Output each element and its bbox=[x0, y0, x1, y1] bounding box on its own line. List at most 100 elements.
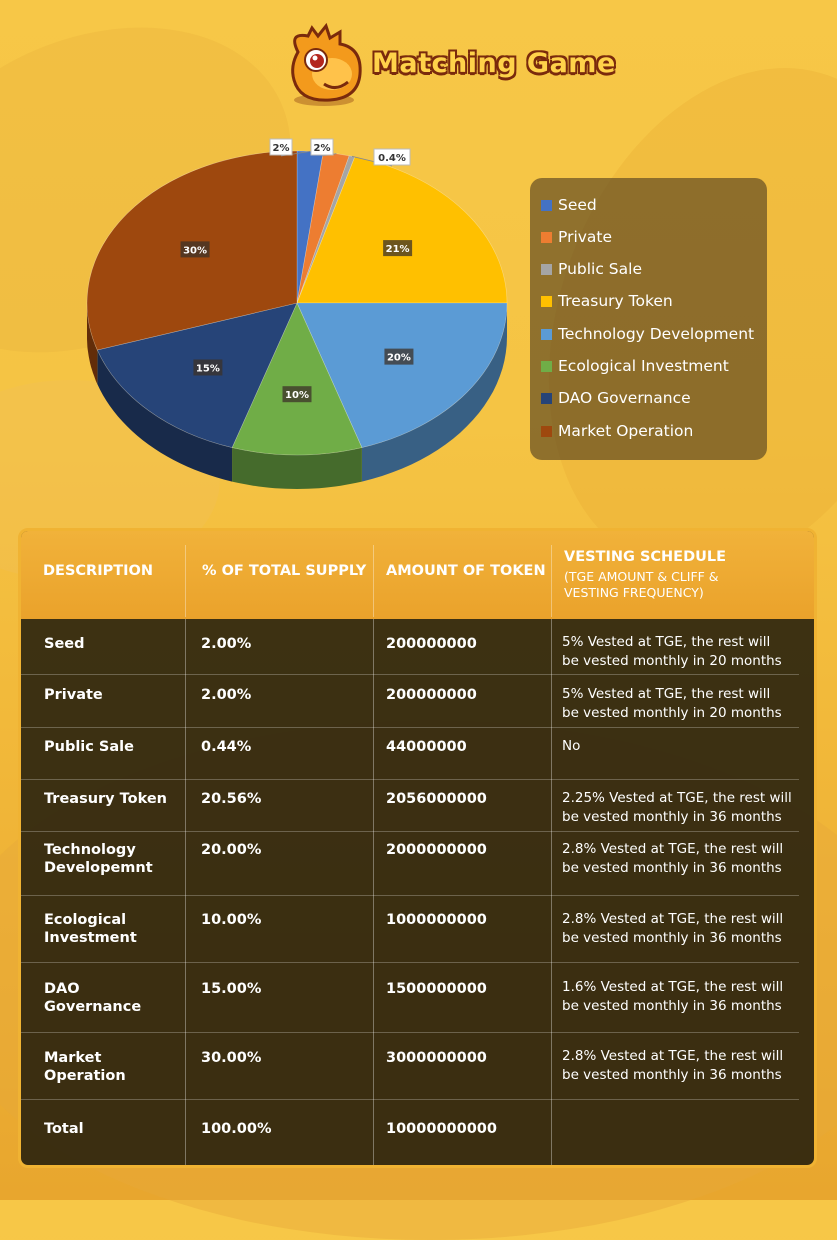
legend-item-dao-governance: DAO Governance bbox=[541, 386, 691, 410]
legend-label: Private bbox=[558, 228, 613, 246]
pie-slice-side bbox=[232, 447, 362, 489]
legend-label: Public Sale bbox=[558, 260, 642, 278]
chart-legend: Seed Private Public Sale Treasury Token … bbox=[530, 178, 767, 460]
cell-description: Public Sale bbox=[44, 739, 134, 755]
pie-slice-ecological-investment bbox=[231, 302, 363, 456]
data-label-box bbox=[384, 348, 414, 365]
row-divider bbox=[21, 727, 799, 728]
column-divider bbox=[185, 545, 186, 617]
cell-percent: 0.44% bbox=[201, 739, 252, 755]
cell-description: Seed bbox=[44, 636, 85, 652]
table-header: DESCRIPTION % OF TOTAL SUPPLY AMOUNT OF … bbox=[21, 531, 814, 619]
cell-percent: 20.56% bbox=[201, 791, 262, 807]
legend-item-seed: Seed bbox=[541, 193, 597, 217]
row-divider bbox=[21, 779, 799, 780]
legend-label: DAO Governance bbox=[558, 389, 691, 407]
cell-percent: 2.00% bbox=[201, 636, 252, 652]
row-divider bbox=[21, 674, 799, 675]
cell-amount: 1500000000 bbox=[386, 981, 487, 997]
cell-vesting: 2.8% Vested at TGE, the rest will be vest… bbox=[562, 841, 784, 876]
cell-amount: 1000000000 bbox=[386, 912, 487, 928]
row-divider bbox=[21, 1099, 799, 1100]
legend-swatch bbox=[541, 231, 552, 243]
brand-name: Matching Game bbox=[372, 48, 616, 79]
cell-percent: 10.00% bbox=[201, 912, 262, 928]
cell-percent: 30.00% bbox=[201, 1050, 262, 1066]
cell-description: Private bbox=[44, 687, 103, 703]
cell-amount: 44000000 bbox=[386, 739, 467, 755]
data-label-text: 15% bbox=[196, 363, 220, 374]
data-label-text: 10% bbox=[285, 390, 309, 401]
legend-item-treasury-token: Treasury Token bbox=[541, 289, 673, 313]
column-header-vesting: VESTING SCHEDULE bbox=[564, 549, 727, 565]
cell-description: Total bbox=[44, 1121, 84, 1137]
cell-vesting: 2.25% Vested at TGE, the rest will be ves… bbox=[562, 790, 792, 825]
column-divider bbox=[185, 619, 186, 1165]
cell-description: Ecological Investment bbox=[44, 912, 137, 946]
data-label-box bbox=[269, 138, 293, 156]
data-label-box bbox=[310, 138, 334, 156]
legend-label: Treasury Token bbox=[558, 292, 673, 310]
row-divider bbox=[21, 962, 799, 963]
token-vesting-table: DESCRIPTION % OF TOTAL SUPPLY AMOUNT OF … bbox=[18, 528, 817, 1168]
data-label-box bbox=[282, 386, 312, 403]
data-label-box bbox=[383, 240, 413, 257]
data-label: 15% bbox=[193, 359, 223, 376]
legend-label: Seed bbox=[558, 196, 597, 214]
data-label: 30% bbox=[180, 241, 210, 258]
column-header-description: DESCRIPTION bbox=[43, 563, 153, 579]
cell-amount: 2056000000 bbox=[386, 791, 487, 807]
legend-swatch bbox=[541, 425, 552, 437]
data-label: 21% bbox=[383, 240, 413, 257]
cell-amount: 200000000 bbox=[386, 687, 477, 703]
pie-slice-side bbox=[97, 350, 233, 482]
legend-swatch bbox=[541, 392, 552, 404]
cell-vesting: 1.6% Vested at TGE, the rest will be vest… bbox=[562, 979, 784, 1014]
data-label: 0.4% bbox=[373, 148, 411, 166]
data-label-text: 0.4% bbox=[378, 153, 406, 164]
data-label-box bbox=[373, 148, 411, 166]
data-label-box bbox=[180, 241, 210, 258]
cell-vesting: 2.8% Vested at TGE, the rest will be vest… bbox=[562, 911, 784, 946]
cell-amount: 3000000000 bbox=[386, 1050, 487, 1066]
row-divider bbox=[21, 831, 799, 832]
column-divider bbox=[551, 545, 552, 617]
column-header-vesting-sub: VESTING FREQUENCY) bbox=[564, 585, 704, 600]
legend-swatch bbox=[541, 199, 552, 211]
pie-slice-technology-development bbox=[296, 302, 508, 448]
column-divider bbox=[373, 619, 374, 1165]
legend-swatch bbox=[541, 328, 552, 340]
cell-description: DAO Governance bbox=[44, 981, 142, 1015]
dino-mascot-icon bbox=[291, 22, 362, 106]
cell-description: Market Operation bbox=[44, 1050, 126, 1084]
data-label: 10% bbox=[282, 386, 312, 403]
data-label: 20% bbox=[384, 348, 414, 365]
cell-amount: 10000000000 bbox=[386, 1121, 497, 1137]
data-label-text: 30% bbox=[183, 245, 207, 256]
cell-vesting: 5% Vested at TGE, the rest will be vested… bbox=[562, 686, 782, 721]
cell-amount: 2000000000 bbox=[386, 842, 487, 858]
legend-item-private: Private bbox=[541, 225, 612, 249]
token-allocation-pie-chart: 2% 2% 0.4% 21% 20% 10% 15% 30% bbox=[86, 138, 508, 489]
legend-item-technology-development: Technology Development bbox=[541, 322, 754, 346]
legend-label: Market Operation bbox=[558, 422, 694, 440]
data-label-text: 2% bbox=[273, 143, 290, 154]
data-label: 2% bbox=[269, 138, 293, 156]
cell-vesting: No bbox=[562, 738, 581, 754]
cell-percent: 20.00% bbox=[201, 842, 262, 858]
data-label-text: 21% bbox=[386, 244, 410, 255]
row-divider bbox=[21, 895, 799, 896]
column-divider bbox=[551, 619, 552, 1165]
cell-description: Technology Developemnt bbox=[44, 842, 153, 876]
legend-swatch bbox=[541, 263, 552, 275]
legend-swatch bbox=[541, 295, 552, 307]
column-header-vesting-sub: (TGE AMOUNT & CLIFF & bbox=[564, 569, 719, 584]
legend-label: Technology Development bbox=[558, 325, 755, 343]
cell-description: Treasury Token bbox=[44, 791, 168, 807]
data-label: 2% bbox=[310, 138, 334, 156]
cell-vesting: 5% Vested at TGE, the rest will be vested… bbox=[562, 634, 782, 669]
data-label-text: 20% bbox=[387, 353, 411, 364]
pie-slice-side bbox=[361, 303, 507, 482]
pie-slice-side bbox=[87, 303, 98, 384]
row-divider bbox=[21, 1032, 799, 1033]
